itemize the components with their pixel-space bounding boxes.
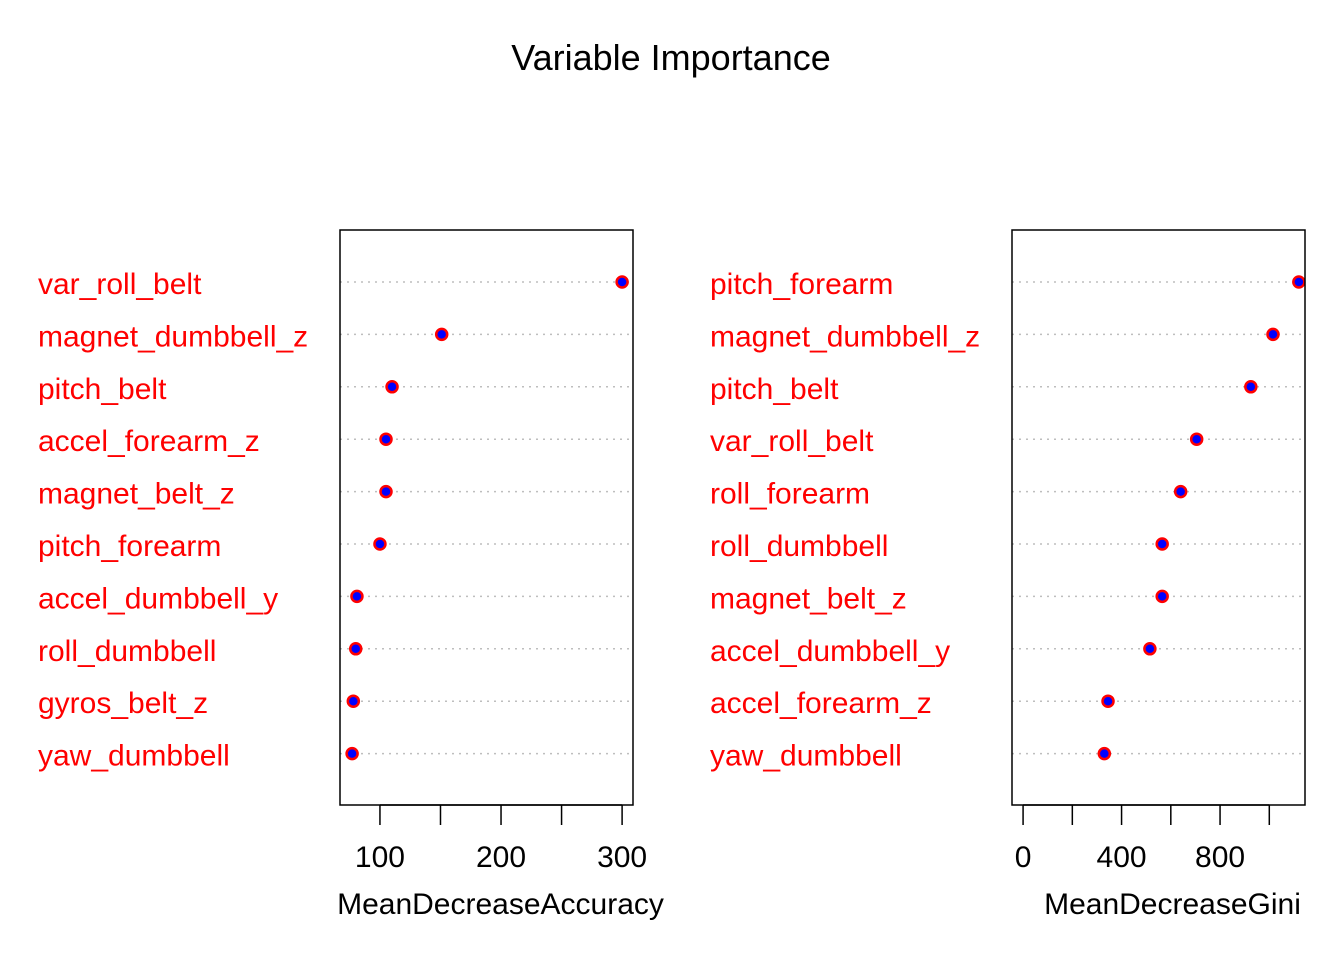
panel-1-category-label: magnet_dumbbell_z	[38, 320, 308, 353]
panel-2-point	[1155, 537, 1169, 551]
panel-1-point	[385, 380, 399, 394]
panel-1-point	[615, 275, 629, 289]
panel-1-plot-box	[339, 229, 634, 806]
panel-2-point	[1101, 694, 1115, 708]
panel-2-category-label: roll_dumbbell	[710, 530, 888, 563]
panel-2-category-label: var_roll_belt	[710, 425, 874, 458]
panel-1-point	[434, 327, 449, 342]
panel-1-category-label: magnet_belt_z	[38, 478, 235, 511]
panel-1-point	[348, 642, 363, 656]
panel-1-tick-label: 100	[355, 841, 405, 874]
panel-1-tick-label: 200	[476, 841, 526, 874]
panel-1-category-label: yaw_dumbbell	[38, 740, 230, 773]
panel-2-category-label: accel_forearm_z	[710, 687, 932, 720]
chart-title: Variable Importance	[511, 37, 831, 78]
panel-1-point	[379, 432, 393, 446]
panel-1-category-label: gyros_belt_z	[38, 687, 208, 720]
panel-1-category-label: pitch_belt	[38, 373, 167, 406]
panel-1-category-label: pitch_forearm	[38, 530, 221, 563]
panel-1-category-label: roll_dumbbell	[38, 635, 216, 668]
panel-2-point	[1097, 746, 1112, 761]
panel-2-point	[1155, 589, 1169, 604]
panel-2-point	[1143, 642, 1157, 656]
panel-2-point	[1189, 432, 1204, 446]
panel-2-category-label: pitch_belt	[710, 373, 839, 406]
panel-2-category-label: roll_forearm	[710, 478, 870, 511]
panel-2-x-axis-label: MeanDecreaseGini	[1044, 888, 1301, 921]
panel-2-category-label: pitch_forearm	[710, 268, 893, 301]
panel-1-point	[350, 589, 364, 604]
panel-2-point	[1292, 275, 1306, 289]
panel-1-category-label: var_roll_belt	[38, 268, 202, 301]
panel-1-point	[373, 537, 387, 551]
panel-2-category-label: accel_dumbbell_y	[710, 635, 950, 668]
panel-2-category-label: magnet_belt_z	[710, 582, 907, 615]
panel-1-point	[379, 484, 393, 499]
panel-2-category-label: magnet_dumbbell_z	[710, 320, 980, 353]
panel-1-point	[345, 746, 359, 761]
panel-2-point	[1173, 484, 1188, 499]
panel-2-point	[1266, 327, 1280, 342]
panel-2-plot-box	[1011, 229, 1306, 806]
panel-1-x-axis-label: MeanDecreaseAccuracy	[337, 888, 664, 921]
panel-2-tick-label: 800	[1195, 841, 1245, 874]
panel-1-point	[346, 694, 361, 708]
panel-2-tick-label: 0	[1015, 841, 1032, 874]
panel-1-category-label: accel_forearm_z	[38, 425, 260, 458]
panel-2-tick-label: 400	[1097, 841, 1147, 874]
panel-2-point	[1244, 380, 1258, 394]
panel-1-category-label: accel_dumbbell_y	[38, 582, 278, 615]
panel-2-category-label: yaw_dumbbell	[710, 740, 902, 773]
panel-1-tick-label: 300	[597, 841, 647, 874]
